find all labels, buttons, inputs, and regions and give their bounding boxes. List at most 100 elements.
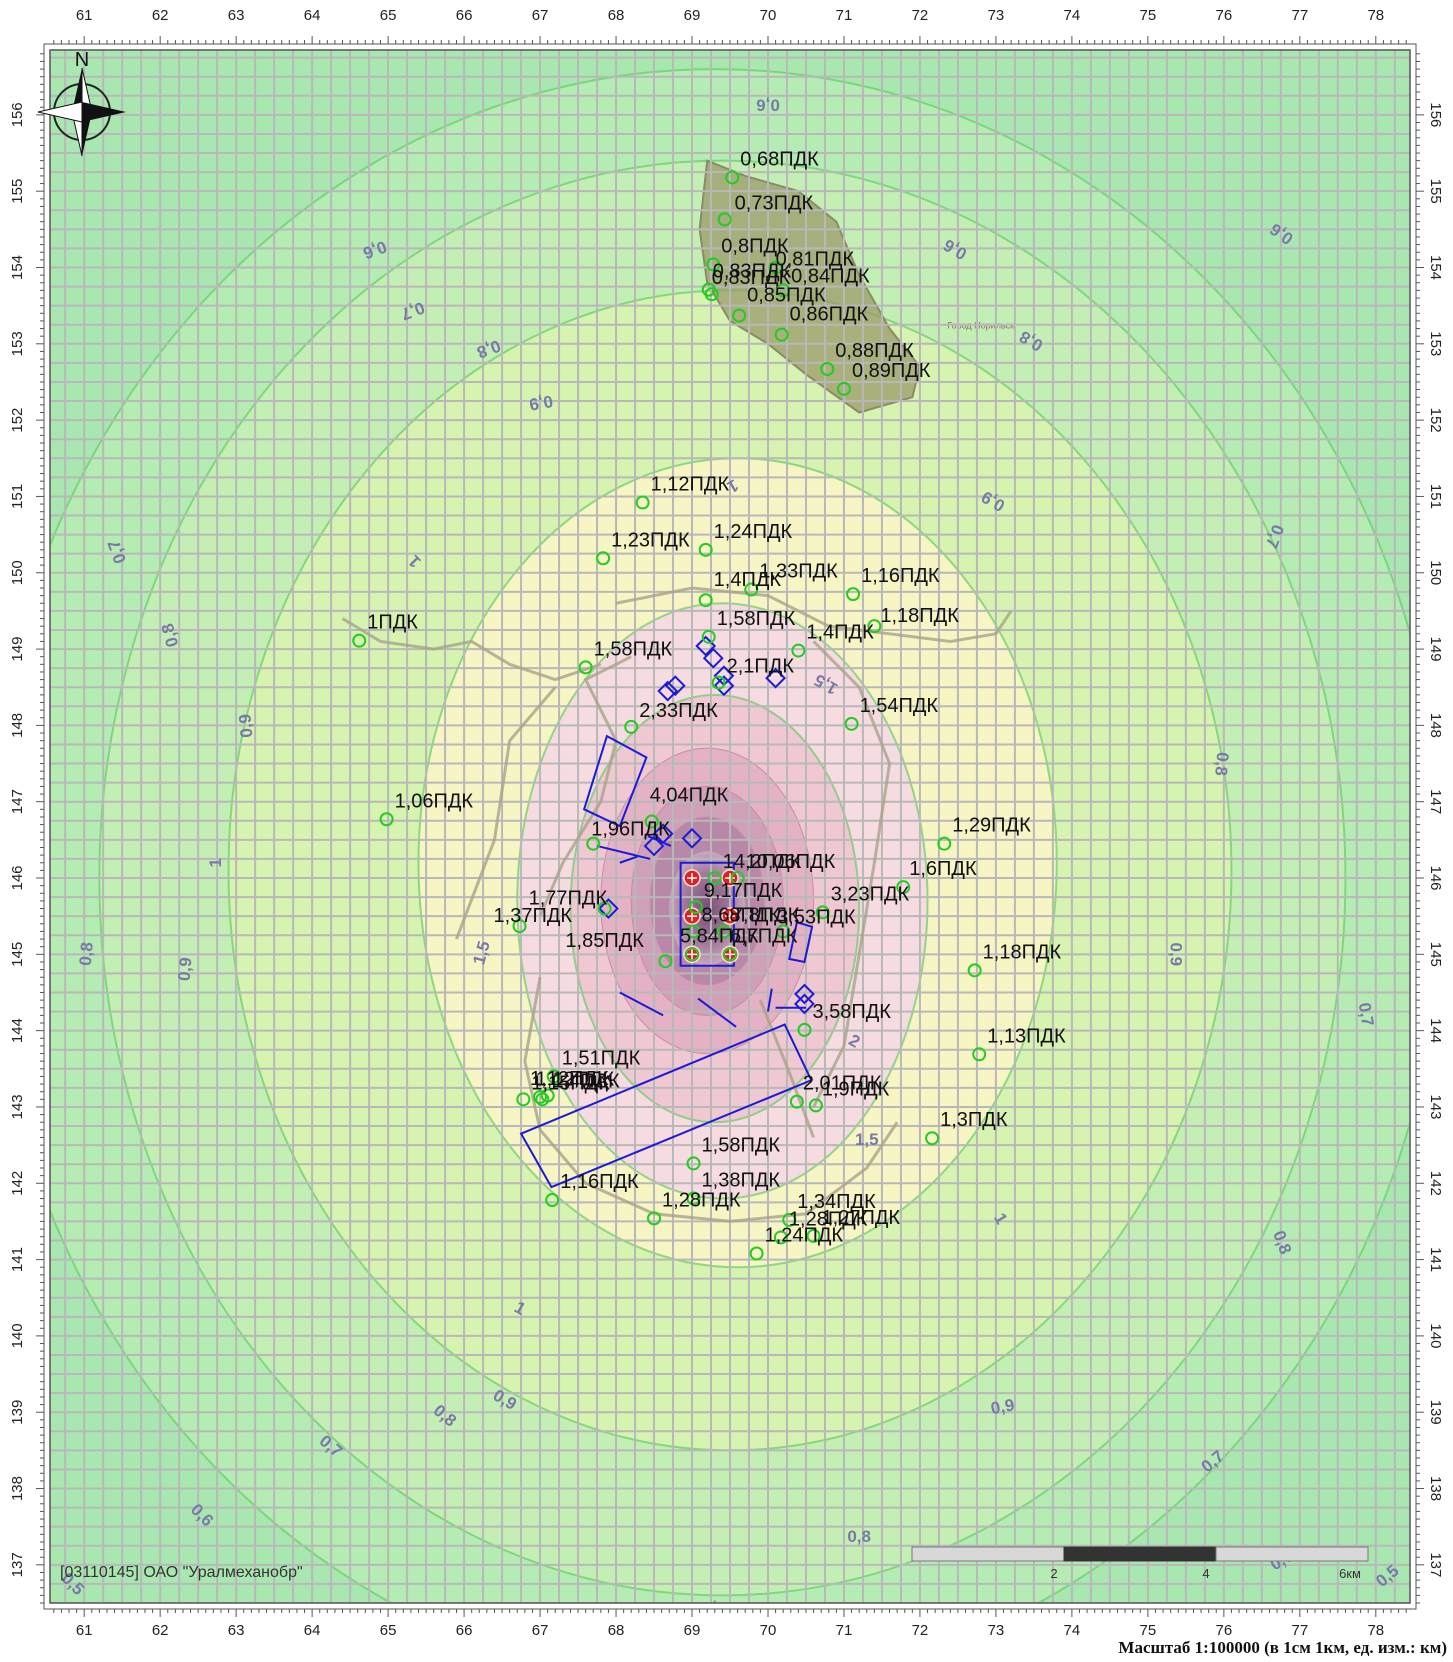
pdk-label: 1,58ПДК bbox=[594, 638, 673, 660]
x-tick-label-top: 76 bbox=[1216, 7, 1233, 24]
control-point-icon bbox=[782, 1212, 797, 1227]
control-point-icon bbox=[578, 660, 593, 675]
pdk-label: 1,4ПДК bbox=[714, 569, 782, 591]
y-tick-label-left: 156 bbox=[9, 102, 26, 127]
source-diamond-icon bbox=[657, 680, 679, 702]
company-caption: [03110145] ОАО "Уралмеханобр" bbox=[60, 1564, 303, 1581]
x-tick-label-bottom: 76 bbox=[1216, 1622, 1233, 1639]
pdk-label: 1,23ПДК bbox=[611, 529, 690, 551]
pdk-label: 1,28ПДК bbox=[789, 1208, 868, 1230]
pdk-label: 0,89ПДК bbox=[852, 360, 931, 382]
x-tick-label-top: 62 bbox=[152, 7, 169, 24]
source-diamond-icon bbox=[702, 647, 724, 669]
source-diamond-icon bbox=[598, 898, 619, 919]
control-point-icon bbox=[791, 643, 806, 658]
x-tick-label-top: 65 bbox=[380, 7, 397, 24]
control-point-icon bbox=[820, 361, 835, 376]
pdk-label: 0,84ПДК bbox=[791, 265, 870, 287]
source-area bbox=[519, 1023, 813, 1189]
control-point-icon bbox=[896, 880, 911, 895]
control-point-icon bbox=[749, 1246, 764, 1261]
source-diamond-icon bbox=[681, 827, 703, 849]
control-point-icon bbox=[352, 633, 367, 648]
y-tick-label-left: 145 bbox=[9, 942, 26, 967]
pdk-label: 1,24ПДК bbox=[714, 521, 793, 543]
control-point-icon bbox=[706, 257, 721, 272]
control-point-icon bbox=[545, 1193, 560, 1208]
map-grid bbox=[50, 50, 1410, 1603]
x-tick-label-bottom: 63 bbox=[228, 1622, 245, 1639]
control-point-icon bbox=[707, 871, 722, 886]
control-point-icon bbox=[586, 836, 601, 851]
x-tick-label-top: 66 bbox=[456, 7, 473, 24]
x-tick-label-bottom: 61 bbox=[76, 1622, 93, 1639]
pdk-label: 0,83ПДК bbox=[712, 267, 791, 289]
y-tick-label-right: 145 bbox=[1427, 942, 1444, 967]
pdk-label: 1,58ПДК bbox=[702, 1134, 781, 1156]
source-diamond-icon bbox=[765, 667, 787, 689]
y-tick-label-left: 146 bbox=[9, 865, 26, 890]
pdk-label: 5,84ПДК bbox=[680, 925, 759, 947]
y-tick-label-left: 149 bbox=[9, 637, 26, 662]
x-tick-label-top: 74 bbox=[1064, 7, 1081, 24]
contour-label: 0,7 bbox=[1355, 1001, 1378, 1028]
control-point-icon bbox=[768, 260, 783, 275]
contour-label: 0,9 bbox=[1167, 943, 1186, 967]
control-point-icon bbox=[867, 619, 882, 634]
pdk-label: 1,9ПДК bbox=[822, 1078, 890, 1100]
x-tick-label-top: 71 bbox=[836, 7, 853, 24]
coordinate-ticks: 61 61 62 62 63 63 64 64 65 65 66 66 67 67 68 68 69 69 70 70… bbox=[9, 7, 1444, 1639]
source-line bbox=[767, 988, 773, 1012]
source-diamond-icon bbox=[652, 823, 674, 845]
control-point-icon bbox=[815, 905, 830, 920]
control-point-icon bbox=[635, 495, 650, 510]
control-point-icon bbox=[937, 836, 952, 851]
y-tick-label-left: 139 bbox=[9, 1400, 26, 1425]
pdk-label: 1,77ПДК bbox=[529, 888, 608, 910]
y-tick-label-right: 137 bbox=[1427, 1552, 1444, 1577]
pdk-label: 1,3ПДК bbox=[940, 1109, 1008, 1131]
pdk-label: 1,54ПДК bbox=[860, 695, 939, 717]
pdk-label: 8,68ПДК bbox=[702, 904, 781, 926]
pdk-label: 1,18ПДК bbox=[983, 941, 1062, 963]
contour-label: 0,7 bbox=[703, 1599, 727, 1618]
contour-label: 0,9 bbox=[175, 957, 196, 982]
pdk-label: 1,27ПДК bbox=[822, 1207, 901, 1229]
pdk-label: 1,29ПДК bbox=[952, 815, 1031, 837]
pdk-label: 1,12ПДК bbox=[651, 474, 730, 496]
control-point-icon bbox=[844, 716, 859, 731]
pdk-label: 1,06ПДК bbox=[395, 790, 474, 812]
x-tick-label-bottom: 75 bbox=[1140, 1622, 1157, 1639]
pdk-label: 1,16ПДК bbox=[861, 565, 940, 587]
x-tick-label-top: 73 bbox=[988, 7, 1005, 24]
pdk-label: 1,12ПДК bbox=[530, 1068, 609, 1090]
x-tick-label-bottom: 71 bbox=[836, 1622, 853, 1639]
scale-label-4: 4 bbox=[1202, 1566, 1209, 1581]
pdk-label: 2,1ПДК bbox=[727, 656, 795, 678]
source-diamond-icon bbox=[794, 993, 815, 1015]
control-points: 0,68ПДК 0,73ПДК 0,8ПДК0,81ПДК0,83ПДК0,83ПД… bbox=[352, 148, 1066, 1261]
x-tick-label-top: 78 bbox=[1367, 7, 1384, 24]
control-point-icon bbox=[773, 1230, 788, 1245]
contour-label: 0,8 bbox=[1211, 751, 1232, 776]
x-tick-label-bottom: 66 bbox=[456, 1622, 473, 1639]
y-tick-label-left: 137 bbox=[9, 1552, 26, 1577]
y-tick-label-left: 140 bbox=[9, 1323, 26, 1348]
pdk-label: 1,37ПДК bbox=[494, 905, 573, 927]
source-diamond-icon bbox=[794, 983, 815, 1005]
y-tick-label-left: 144 bbox=[9, 1018, 26, 1043]
control-point-icon bbox=[723, 947, 737, 962]
control-point-icon bbox=[533, 1090, 548, 1105]
control-point-icon bbox=[846, 587, 861, 602]
x-tick-label-top: 77 bbox=[1291, 7, 1308, 24]
x-tick-label-top: 70 bbox=[760, 7, 777, 24]
control-point-icon bbox=[535, 1092, 550, 1107]
road bbox=[758, 999, 815, 1139]
y-tick-label-right: 152 bbox=[1427, 408, 1444, 433]
scale-footer: Масштаб 1:100000 (в 1см 1км, ед. изм.: к… bbox=[1118, 1638, 1447, 1657]
pdk-label: 1,58ПДК bbox=[717, 608, 796, 630]
pdk-label: 1,96ПДК bbox=[591, 819, 670, 841]
contour-label: 0,6 bbox=[756, 96, 780, 115]
pdk-label: 0,8ПДК bbox=[721, 235, 789, 257]
source-line bbox=[619, 991, 664, 1017]
